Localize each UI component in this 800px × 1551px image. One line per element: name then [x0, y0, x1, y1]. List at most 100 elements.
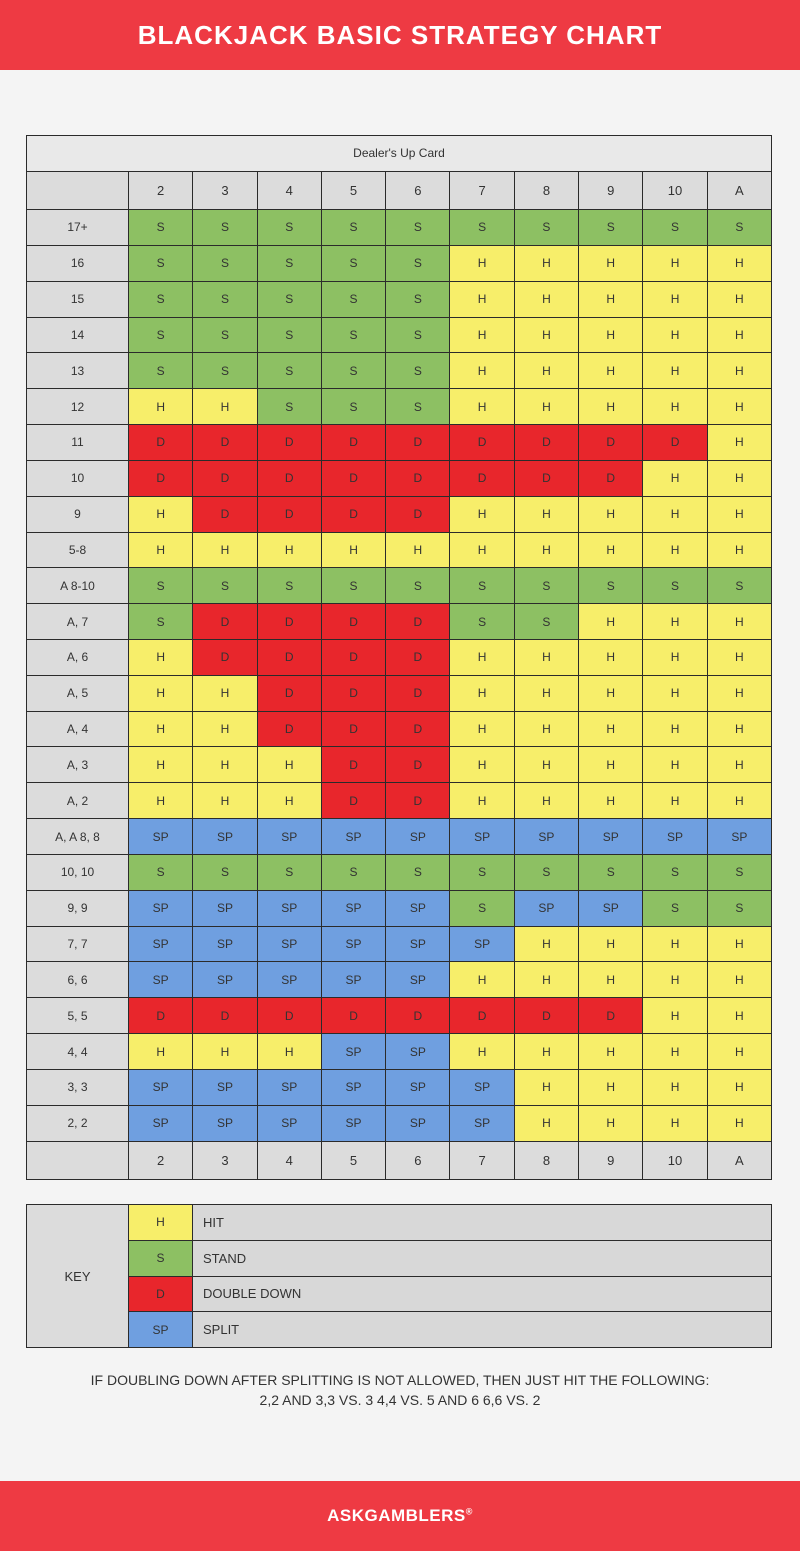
strategy-cell: H — [513, 1068, 580, 1106]
dealer-card-header: A — [706, 170, 773, 211]
strategy-cell: SP — [513, 818, 580, 855]
strategy-cell: S — [320, 352, 387, 390]
player-hand-label: A 8-10 — [26, 567, 129, 605]
strategy-cell: S — [256, 316, 322, 354]
strategy-cell: D — [385, 638, 451, 676]
strategy-cell: H — [578, 603, 644, 640]
strategy-cell: D — [385, 424, 451, 461]
strategy-cell: S — [256, 567, 322, 605]
key-row: S STAND — [27, 1239, 772, 1277]
dealer-card-header: 8 — [513, 1140, 580, 1181]
strategy-cell: S — [192, 567, 258, 605]
strategy-cell: D — [320, 997, 387, 1035]
player-hand-label: A, 3 — [26, 746, 129, 784]
strategy-cell: H — [513, 316, 580, 354]
strategy-cell: H — [642, 280, 708, 318]
strategy-cell: H — [513, 1033, 580, 1070]
strategy-cell: S — [642, 209, 708, 246]
strategy-cell: H — [642, 746, 708, 784]
strategy-cell: H — [513, 638, 580, 676]
player-hand-label: 3, 3 — [26, 1068, 129, 1106]
strategy-cell: S — [127, 352, 194, 390]
strategy-cell: SP — [449, 818, 515, 855]
strategy-cell: H — [513, 280, 580, 318]
strategy-cell: H — [642, 244, 708, 282]
brand-logo: ASKGAMBLERS® — [327, 1506, 473, 1526]
strategy-cell: D — [320, 459, 387, 497]
dealer-card-header: 3 — [192, 1140, 258, 1181]
strategy-cell: S — [320, 280, 387, 318]
player-hand-label: 12 — [26, 388, 129, 426]
strategy-cell: D — [256, 424, 322, 461]
strategy-cell: H — [449, 710, 515, 748]
strategy-cell: D — [385, 782, 451, 820]
strategy-cell: S — [706, 209, 773, 246]
player-hand-label: 17+ — [26, 209, 129, 246]
strategy-cell: S — [127, 244, 194, 282]
dealer-card-header: 10 — [642, 170, 708, 211]
strategy-cell: S — [320, 853, 387, 891]
strategy-cell: D — [513, 997, 580, 1035]
strategy-cell: S — [256, 388, 322, 426]
strategy-cell: H — [578, 674, 644, 712]
strategy-cell: H — [192, 531, 258, 569]
strategy-cell: H — [513, 961, 580, 999]
strategy-cell: D — [192, 603, 258, 640]
strategy-cell: S — [256, 853, 322, 891]
strategy-cell: H — [706, 244, 773, 282]
strategy-cell: D — [578, 424, 644, 461]
strategy-cell: D — [385, 997, 451, 1035]
dealer-card-header: 6 — [385, 170, 451, 211]
key-code-swatch: SP — [128, 1311, 193, 1348]
table-row: 2, 2 SP SP SP SP SP SP H H H H — [26, 1104, 773, 1142]
strategy-cell: D — [449, 424, 515, 461]
strategy-cell: S — [192, 853, 258, 891]
dealer-card-header: 10 — [642, 1140, 708, 1181]
dealer-card-header: 9 — [578, 170, 644, 211]
strategy-cell: S — [449, 889, 515, 927]
strategy-cell: H — [449, 316, 515, 354]
strategy-cell: H — [706, 280, 773, 318]
strategy-cell: H — [449, 674, 515, 712]
strategy-cell: H — [578, 531, 644, 569]
strategy-cell: H — [513, 674, 580, 712]
player-hand-label: A, 5 — [26, 674, 129, 712]
strategy-cell: H — [706, 997, 773, 1035]
table-row: 13 S S S S S H H H H H — [26, 352, 773, 390]
strategy-cell: H — [127, 782, 194, 820]
table-row: 16 S S S S S H H H H H — [26, 244, 773, 282]
bottom-banner: ASKGAMBLERS® — [0, 1481, 800, 1551]
strategy-cell: SP — [449, 1068, 515, 1106]
dealer-card-header: 7 — [449, 170, 515, 211]
strategy-cell: H — [578, 388, 644, 426]
strategy-cell: D — [449, 459, 515, 497]
player-hand-label: A, 2 — [26, 782, 129, 820]
key-description: STAND — [192, 1239, 772, 1277]
strategy-cell: S — [385, 567, 451, 605]
strategy-cell: S — [706, 567, 773, 605]
key-description: HIT — [192, 1204, 772, 1241]
strategy-cell: S — [385, 316, 451, 354]
strategy-cell: D — [256, 710, 322, 748]
strategy-cell: H — [578, 746, 644, 784]
strategy-cell: H — [320, 531, 387, 569]
strategy-cell: H — [192, 388, 258, 426]
strategy-cell: H — [642, 1068, 708, 1106]
caption-row: Dealer's Up Card — [26, 135, 772, 172]
strategy-cell: H — [642, 352, 708, 390]
strategy-cell: SP — [385, 818, 451, 855]
strategy-cell: H — [706, 352, 773, 390]
strategy-cell: H — [578, 638, 644, 676]
strategy-cell: H — [642, 1033, 708, 1070]
table-row: 17+ S S S S S S S S S S — [26, 209, 773, 246]
strategy-cell: S — [320, 567, 387, 605]
table-row: 7, 7 SP SP SP SP SP SP H H H H — [26, 925, 773, 963]
table-row: 10 D D D D D D D D H H — [26, 459, 773, 497]
player-hand-label: 9 — [26, 495, 129, 533]
strategy-cell: H — [642, 603, 708, 640]
strategy-cell: H — [513, 710, 580, 748]
top-banner: BLACKJACK BASIC STRATEGY CHART — [0, 0, 800, 70]
strategy-cell: D — [320, 782, 387, 820]
